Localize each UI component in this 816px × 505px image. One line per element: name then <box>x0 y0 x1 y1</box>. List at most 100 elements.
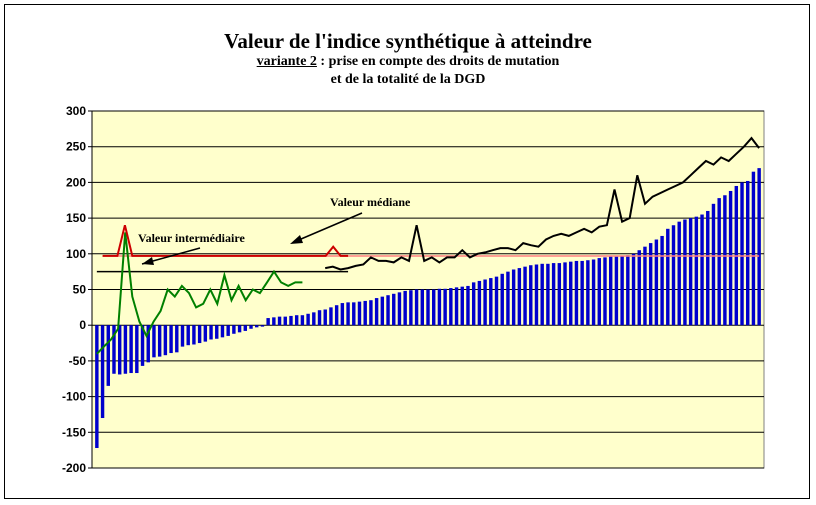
arrow-median <box>293 212 363 243</box>
bar <box>346 302 350 326</box>
bar <box>363 300 367 326</box>
chart-subtitle-line1: variante 2 : prise en compte des droits … <box>0 54 816 70</box>
bar <box>483 279 487 326</box>
bar <box>443 288 447 326</box>
label-intermediate: Valeur intermédiaire <box>138 231 245 245</box>
line-series <box>96 136 760 355</box>
arrowhead-median <box>290 235 303 244</box>
bar <box>506 271 510 326</box>
bar <box>688 218 693 326</box>
bar <box>140 325 145 366</box>
bar <box>728 190 733 326</box>
bar <box>289 315 293 326</box>
bar <box>112 325 116 374</box>
bar <box>117 325 122 375</box>
bar <box>574 260 579 326</box>
bar <box>580 260 584 326</box>
series-line <box>325 136 760 271</box>
bar <box>135 325 139 374</box>
bar <box>123 325 128 374</box>
bar <box>266 318 270 326</box>
bar <box>157 325 162 357</box>
bar <box>466 285 470 326</box>
bar <box>586 260 590 326</box>
bar <box>192 325 196 345</box>
bar <box>454 287 459 326</box>
chart-subtitle-line2: et de la totalité de la DGD <box>330 72 486 87</box>
bar <box>746 180 750 326</box>
bar <box>220 325 225 338</box>
bar <box>186 325 190 346</box>
bar <box>209 325 213 340</box>
bar <box>551 263 556 326</box>
bar <box>431 289 436 326</box>
y-tick-label: 300 <box>66 104 86 118</box>
label-median: Valeur médiane <box>330 195 411 209</box>
bar <box>671 225 676 326</box>
bar <box>694 216 699 326</box>
chart-title: Valeur de l'indice synthétique à atteind… <box>224 29 592 53</box>
bar <box>614 256 619 326</box>
bar <box>312 312 316 326</box>
bar <box>666 228 670 326</box>
y-tick-label: 250 <box>66 140 86 154</box>
bar <box>306 313 310 326</box>
bar <box>517 268 522 326</box>
bar <box>477 280 482 326</box>
bar <box>100 325 105 419</box>
bar <box>152 325 156 358</box>
y-tick-label: -100 <box>62 390 86 404</box>
bar <box>449 288 453 326</box>
bar <box>215 325 219 339</box>
y-tick-label: 200 <box>66 175 86 189</box>
bar <box>232 325 236 334</box>
bar <box>255 325 259 328</box>
bar <box>169 325 173 354</box>
bar <box>494 276 499 326</box>
bar <box>420 289 425 326</box>
subtitle-variant: variante 2 <box>256 54 317 69</box>
bar <box>723 195 727 326</box>
bar <box>277 316 282 326</box>
bar <box>460 286 464 326</box>
y-tick-label: 100 <box>66 247 86 261</box>
bar <box>534 264 539 326</box>
bar <box>700 214 704 326</box>
bar <box>409 290 413 326</box>
bar <box>437 288 442 326</box>
annotations: Valeur intermédiaire Valeur médiane <box>138 195 411 265</box>
bar <box>249 325 253 329</box>
bar <box>243 325 248 331</box>
y-tick-label: 0 <box>79 318 86 332</box>
bar <box>631 253 636 326</box>
bar <box>637 250 641 326</box>
bar <box>603 257 607 326</box>
bar <box>626 255 630 326</box>
bar <box>414 289 419 326</box>
bar <box>540 263 544 326</box>
bar <box>283 316 287 326</box>
bar <box>392 293 396 326</box>
bar <box>643 246 647 326</box>
bar <box>180 325 185 347</box>
arrowhead-intermediate <box>142 257 154 265</box>
bar <box>511 269 516 326</box>
bar <box>569 261 573 326</box>
bar <box>403 290 407 326</box>
bar <box>608 256 613 326</box>
bar <box>357 301 362 326</box>
bar <box>711 203 716 326</box>
bar <box>500 273 504 326</box>
y-tick-label: -150 <box>62 425 86 439</box>
series-line <box>102 224 349 257</box>
bar <box>717 198 721 326</box>
bar <box>374 298 379 326</box>
subtitle-rest: : prise en compte des droits de mutation <box>316 54 560 69</box>
bar <box>489 278 493 326</box>
bar <box>260 325 265 327</box>
bar <box>683 219 687 326</box>
bar <box>146 325 150 363</box>
bar <box>95 325 99 449</box>
bar <box>740 182 744 326</box>
bar <box>591 259 596 326</box>
